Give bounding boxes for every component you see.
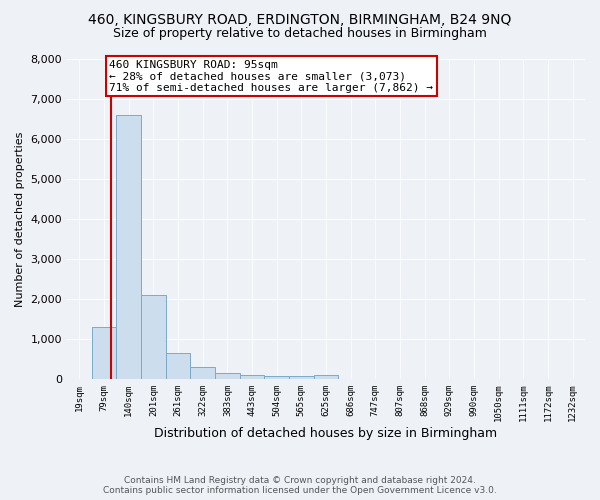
Text: 460, KINGSBURY ROAD, ERDINGTON, BIRMINGHAM, B24 9NQ: 460, KINGSBURY ROAD, ERDINGTON, BIRMINGH…	[88, 12, 512, 26]
Bar	[289, 376, 314, 379]
Y-axis label: Number of detached properties: Number of detached properties	[15, 132, 25, 306]
Bar	[265, 376, 289, 379]
Bar	[239, 375, 265, 379]
Text: Size of property relative to detached houses in Birmingham: Size of property relative to detached ho…	[113, 28, 487, 40]
Bar	[314, 375, 338, 379]
Bar	[116, 115, 141, 379]
Bar	[141, 295, 166, 379]
Bar	[215, 373, 239, 379]
Text: Contains HM Land Registry data © Crown copyright and database right 2024.
Contai: Contains HM Land Registry data © Crown c…	[103, 476, 497, 495]
Bar	[190, 367, 215, 379]
X-axis label: Distribution of detached houses by size in Birmingham: Distribution of detached houses by size …	[154, 427, 497, 440]
Bar	[166, 353, 190, 379]
Text: 460 KINGSBURY ROAD: 95sqm
← 28% of detached houses are smaller (3,073)
71% of se: 460 KINGSBURY ROAD: 95sqm ← 28% of detac…	[109, 60, 433, 93]
Bar	[92, 327, 116, 379]
